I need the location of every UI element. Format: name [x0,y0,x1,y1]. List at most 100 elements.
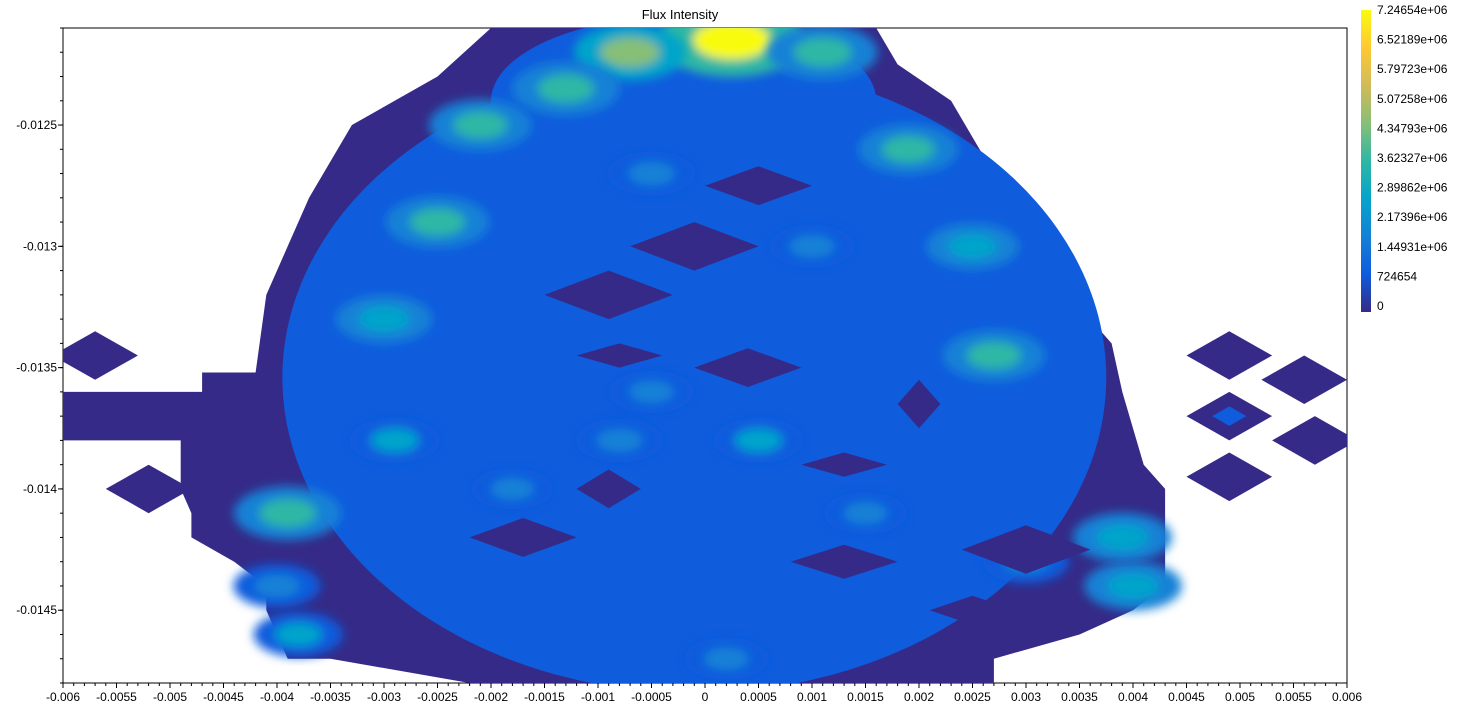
x-tick-label: 0 [702,690,709,704]
low-flux-patch [576,343,663,368]
hotspot-core [537,74,595,103]
x-axis: -0.006 -0.0055 -0.005 -0.0045 -0.004 -0.0035 -… [46,683,1362,704]
x-tick-label: -0.003 [367,690,401,704]
y-tick-label: -0.013 [23,239,57,253]
hotspot [926,223,1019,270]
hotspot [233,564,321,608]
hotspot [349,417,440,464]
hotspot [335,294,433,344]
hotspot [573,28,687,81]
hotspot-core [734,428,783,453]
x-tick-label: 0.005 [1225,690,1255,704]
hotspot-core [596,428,643,452]
x-tick-label: -0.0045 [203,690,244,704]
x-tick-label: 0.001 [797,690,827,704]
colorbar-tick-label: 5.79723e+06 [1377,62,1448,76]
hotspot-core [254,574,300,598]
x-tick-label: -0.006 [46,690,80,704]
colorbar-tick-label: 1.44931e+06 [1377,240,1448,254]
hotspot-core [793,37,852,67]
x-tick-label: 0.002 [904,690,934,704]
colorbar-tick-label: 3.62327e+06 [1377,151,1448,165]
low-flux-patch [929,595,1016,625]
hotspot-core [409,208,466,236]
hotspot [575,418,663,463]
hotspot [658,28,806,77]
hotspot [858,124,959,175]
x-tick-label: -0.002 [474,690,508,704]
colorbar-tick-label: 2.17396e+06 [1377,210,1448,224]
x-tick-label: 0.004 [1118,690,1148,704]
chart-title: Flux Intensity [642,7,719,22]
low-flux-patch [705,166,812,206]
hotspot-core [704,647,749,670]
y-tick-label: -0.0125 [16,118,57,132]
low-flux-patch [897,379,941,429]
y-axis: -0.0125 -0.013 -0.0135 -0.014 -0.0145 [16,27,63,684]
hotspot-core [1107,573,1159,599]
hotspot-core [692,28,771,60]
hotspot-core [966,341,1022,370]
hotspot-core [358,306,410,332]
hotspot [1084,561,1182,611]
hotspot-core [628,161,675,186]
y-tick-label: -0.014 [23,482,57,496]
x-tick-label: -0.001 [581,690,615,704]
hotspot-core [843,502,888,525]
x-tick-label: 0.0035 [1061,690,1098,704]
hotspot-core [453,111,508,139]
hotspot [1072,512,1172,563]
x-tick-label: -0.0025 [417,690,458,704]
low-flux-patch [801,452,887,477]
x-tick-label: 0.0045 [1168,690,1205,704]
low-flux-patch [469,518,577,557]
colorbar-tick-label: 7.24654e+06 [1377,3,1448,17]
hotspot [767,28,878,80]
x-tick-label: -0.005 [153,690,187,704]
y-tick-label: -0.0145 [16,603,57,617]
colorbar-gradient [1361,10,1371,312]
hotspot [607,151,696,196]
colorbar-tick-label: 2.89862e+06 [1377,181,1448,195]
hotspot-core [259,498,317,528]
hotspot-core [370,428,419,453]
hotspot-core [947,234,998,259]
hotspot [428,99,532,151]
x-tick-label: 0.0015 [847,690,884,704]
hotspot [823,492,908,534]
hotspot [385,196,490,249]
hotspot-core [490,478,535,500]
side-flux-diamond-core [1212,406,1247,426]
hotspot-core [1096,524,1149,551]
hotspot [942,329,1046,382]
colorbar-labels: 7.24654e+06 6.52189e+06 5.79723e+06 5.07258… [1377,3,1448,313]
hotspot-core [881,136,935,163]
low-flux-patch [694,348,802,387]
colorbar-tick-label: 4.34793e+06 [1377,121,1448,135]
side-flux-diamond [63,331,138,380]
x-tick-label: -0.0015 [524,690,565,704]
y-tick-label: -0.0135 [16,361,57,375]
x-tick-label: 0.0005 [740,690,777,704]
low-flux-patch [576,469,641,509]
x-tick-label: 0.0025 [954,690,991,704]
colorbar-tick-label: 724654 [1377,269,1417,283]
low-flux-patch [544,270,673,320]
hotspot [512,61,620,116]
side-flux-diamond [1272,416,1347,465]
colorbar-tick-label: 5.07258e+06 [1377,92,1448,106]
x-tick-label: -0.0035 [310,690,351,704]
side-flux-diamond [105,464,192,514]
hotspot [713,418,804,463]
x-tick-label: 0.0055 [1275,690,1312,704]
hotspot-core [600,37,660,68]
hotspot-core [274,622,323,647]
side-flux-diamond [1186,452,1273,502]
low-flux-patch [790,544,898,579]
side-flux-diamond [1186,331,1273,380]
flux-field [63,28,1347,683]
hotspot [769,224,855,268]
low-flux-patch [630,222,759,271]
x-tick-label: 0.006 [1332,690,1362,704]
